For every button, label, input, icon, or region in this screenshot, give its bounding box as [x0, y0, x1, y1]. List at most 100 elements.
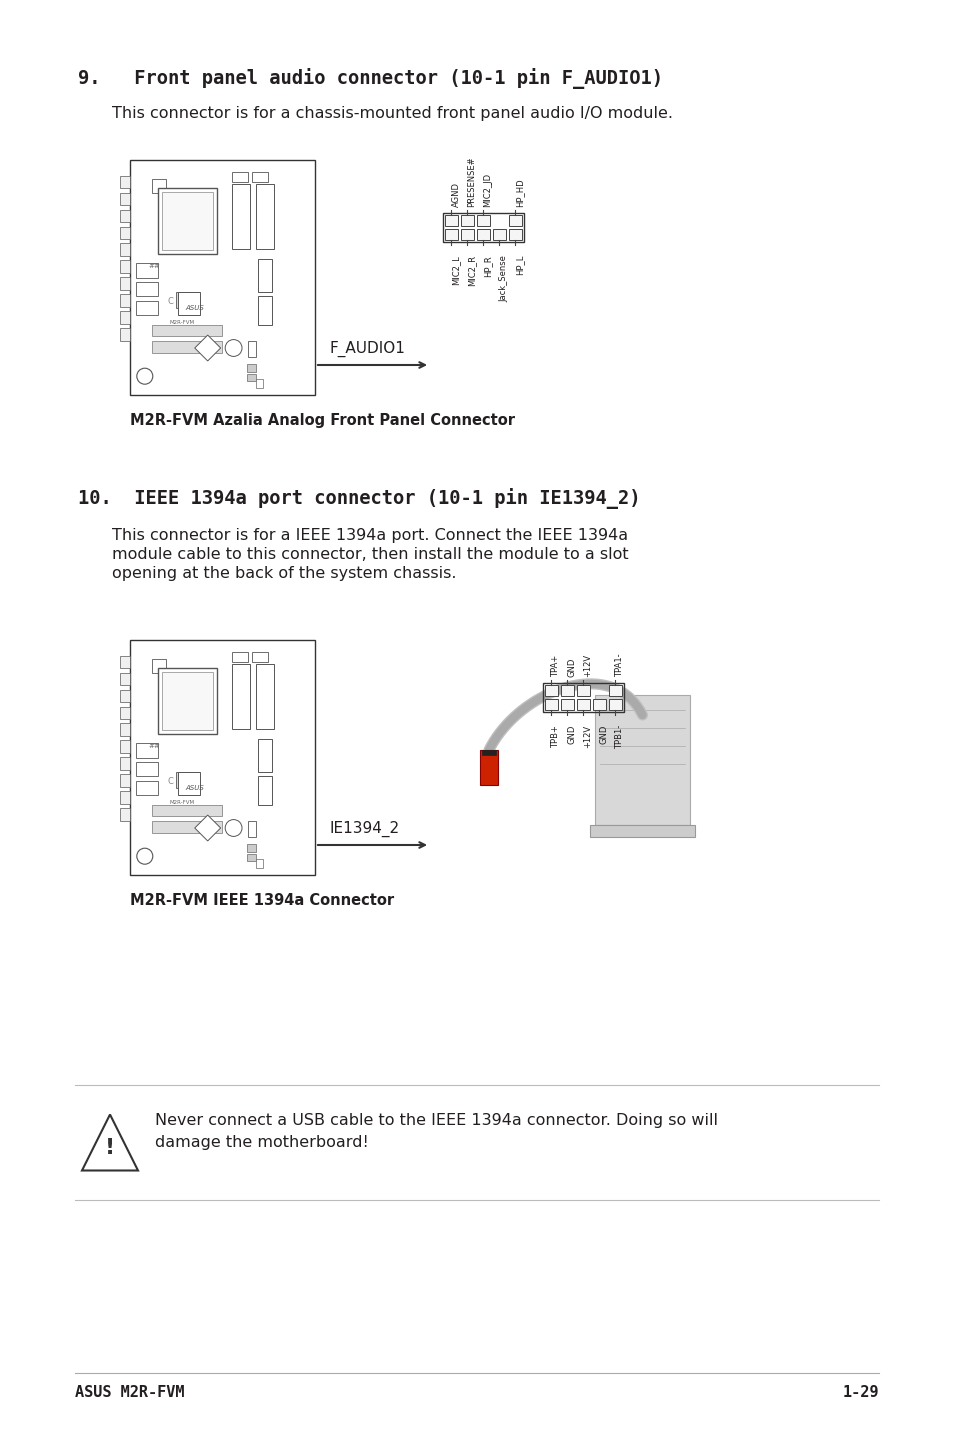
Bar	[589, 825, 695, 837]
Bar	[176, 292, 198, 308]
Text: TPA1-: TPA1-	[615, 653, 624, 677]
Bar	[120, 328, 130, 341]
Bar	[232, 651, 248, 661]
Bar	[246, 844, 255, 851]
Text: ASUS: ASUS	[185, 305, 204, 311]
Bar	[257, 777, 272, 804]
Bar	[509, 229, 521, 240]
Circle shape	[225, 339, 242, 357]
Bar	[255, 184, 274, 249]
Bar	[232, 171, 248, 181]
Bar	[120, 175, 130, 188]
Text: C: C	[168, 777, 173, 785]
Bar	[120, 210, 130, 223]
Bar	[120, 278, 130, 290]
Bar	[120, 723, 130, 736]
Bar	[255, 663, 274, 729]
Text: ASUS M2R-FVM: ASUS M2R-FVM	[75, 1385, 184, 1401]
Bar	[577, 699, 589, 710]
Bar	[608, 684, 621, 696]
Text: MIC2_JD: MIC2_JD	[483, 173, 492, 207]
Bar	[476, 216, 490, 226]
Bar	[120, 673, 130, 686]
Bar	[255, 378, 263, 388]
Bar	[120, 656, 130, 669]
Bar	[157, 669, 216, 733]
Polygon shape	[194, 815, 220, 841]
Bar	[135, 743, 157, 758]
Text: PRESENSE#: PRESENSE#	[467, 157, 476, 207]
Bar	[460, 229, 474, 240]
Text: ##: ##	[148, 263, 160, 269]
Bar	[135, 263, 157, 278]
Text: 9.   Front panel audio connector (10-1 pin F_AUDIO1): 9. Front panel audio connector (10-1 pin…	[78, 68, 662, 89]
Polygon shape	[194, 335, 220, 361]
Bar	[130, 640, 314, 874]
Circle shape	[136, 848, 152, 864]
Text: !: !	[105, 1139, 115, 1159]
Bar	[120, 758, 130, 769]
Bar	[120, 193, 130, 206]
Text: IE1394_2: IE1394_2	[330, 821, 399, 837]
Text: HP_L: HP_L	[515, 255, 524, 275]
Text: ASUS: ASUS	[185, 785, 204, 791]
Bar	[162, 672, 213, 731]
Text: TPA+: TPA+	[551, 654, 560, 677]
Bar	[120, 774, 130, 787]
Bar	[232, 184, 250, 249]
Bar	[120, 295, 130, 306]
Bar	[152, 178, 166, 193]
Bar	[232, 663, 250, 729]
Bar	[444, 229, 457, 240]
Text: +12V: +12V	[583, 725, 592, 748]
Bar	[493, 229, 505, 240]
Bar	[560, 684, 574, 696]
Bar	[544, 699, 558, 710]
Bar	[178, 292, 200, 315]
Text: +12V: +12V	[583, 654, 592, 677]
Circle shape	[136, 368, 152, 384]
Bar	[120, 741, 130, 754]
Bar	[593, 699, 605, 710]
Text: Jack_Sense: Jack_Sense	[499, 255, 508, 302]
Bar	[542, 683, 623, 712]
Text: F_AUDIO1: F_AUDIO1	[330, 341, 405, 357]
Text: HP_HD: HP_HD	[515, 178, 524, 207]
Bar	[120, 243, 130, 256]
Text: 10.  IEEE 1394a port connector (10-1 pin IE1394_2): 10. IEEE 1394a port connector (10-1 pin …	[78, 487, 639, 509]
Text: M2R-FVM: M2R-FVM	[169, 319, 194, 325]
Bar	[442, 213, 523, 242]
Text: MIC2_R: MIC2_R	[467, 255, 476, 286]
Text: M2R-FVM Azalia Analog Front Panel Connector: M2R-FVM Azalia Analog Front Panel Connec…	[130, 413, 515, 429]
Bar	[509, 216, 521, 226]
Bar	[120, 808, 130, 821]
Text: This connector is for a IEEE 1394a port. Connect the IEEE 1394a: This connector is for a IEEE 1394a port.…	[112, 528, 627, 544]
Bar	[176, 772, 198, 788]
Text: TPB+: TPB+	[551, 725, 560, 748]
Bar	[257, 259, 272, 292]
Bar	[255, 858, 263, 869]
Text: GND: GND	[598, 725, 608, 745]
Bar	[120, 690, 130, 702]
Bar	[479, 751, 497, 785]
Text: MIC2_L: MIC2_L	[451, 255, 460, 285]
Bar	[248, 821, 255, 837]
Text: TPB1-: TPB1-	[615, 725, 624, 749]
Bar	[152, 325, 222, 336]
Bar	[157, 188, 216, 255]
Bar	[476, 229, 490, 240]
Bar	[246, 854, 255, 861]
Text: damage the motherboard!: damage the motherboard!	[154, 1135, 369, 1150]
Text: M2R-FVM: M2R-FVM	[169, 800, 194, 805]
Text: GND: GND	[567, 657, 576, 677]
Bar	[577, 684, 589, 696]
Bar	[257, 296, 272, 325]
Bar	[135, 762, 157, 777]
Text: 1-29: 1-29	[841, 1385, 878, 1401]
Bar	[120, 791, 130, 804]
Bar	[444, 216, 457, 226]
Bar	[120, 706, 130, 719]
Text: module cable to this connector, then install the module to a slot: module cable to this connector, then ins…	[112, 546, 628, 562]
Bar	[246, 364, 255, 371]
Bar	[152, 341, 222, 352]
